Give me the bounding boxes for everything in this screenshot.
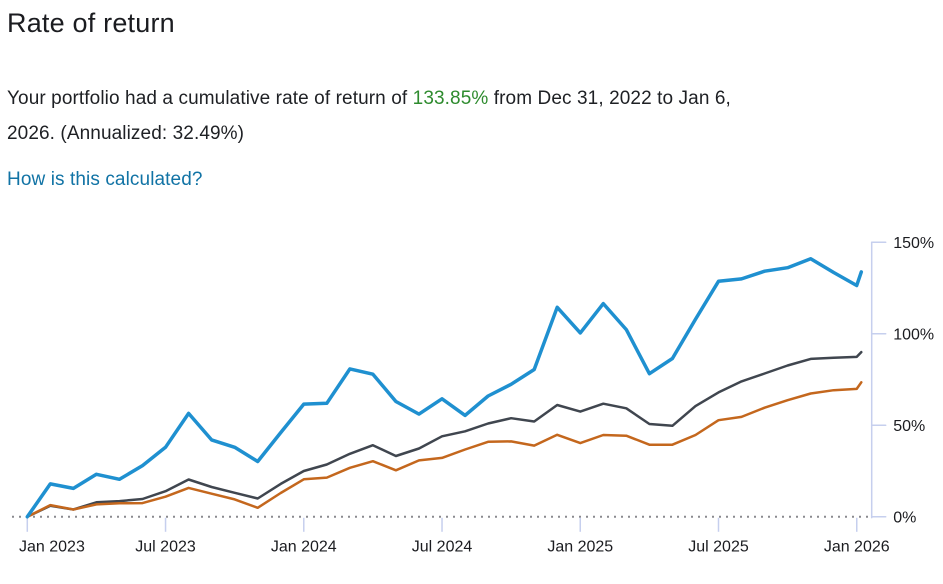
summary-suffix: from Dec 31, 2022 to Jan 6, bbox=[488, 88, 731, 109]
cumulative-return-value: 133.85% bbox=[412, 88, 489, 109]
page-title: Rate of return bbox=[7, 8, 175, 38]
rate-of-return-chart[interactable]: 0% 50% 100% 150% Jan 2023 Jul 2023 Jan 2024 Jul… bbox=[0, 225, 943, 584]
y-tick-label: 50% bbox=[893, 418, 925, 435]
y-tick-label: 100% bbox=[893, 326, 934, 343]
x-tick-label: Jul 2025 bbox=[688, 538, 749, 555]
how-calculated-link[interactable]: How is this calculated? bbox=[7, 169, 203, 190]
x-tick-label: Jan 2026 bbox=[824, 538, 890, 555]
x-tick-label: Jan 2023 bbox=[19, 538, 85, 555]
x-tick-label: Jan 2025 bbox=[547, 538, 613, 555]
x-tick-label: Jul 2023 bbox=[135, 538, 196, 555]
x-tick-label: Jul 2024 bbox=[412, 538, 473, 555]
benchmark-gray-line bbox=[26, 350, 863, 519]
chart-plot-area[interactable]: 0% 50% 100% 150% Jan 2023 Jul 2023 Jan 2024 Jul… bbox=[0, 225, 943, 584]
summary-text: Your portfolio had a cumulative rate of … bbox=[7, 81, 943, 151]
y-tick-label: 150% bbox=[893, 235, 934, 252]
summary-prefix: Your portfolio had a cumulative rate of … bbox=[7, 88, 413, 109]
portfolio-line bbox=[25, 257, 864, 519]
benchmark-orange-line bbox=[26, 381, 863, 519]
summary-line2: 2026. (Annualized: 32.49%) bbox=[7, 123, 245, 144]
y-tick-label: 0% bbox=[893, 509, 916, 526]
x-tick-label: Jan 2024 bbox=[271, 538, 337, 555]
